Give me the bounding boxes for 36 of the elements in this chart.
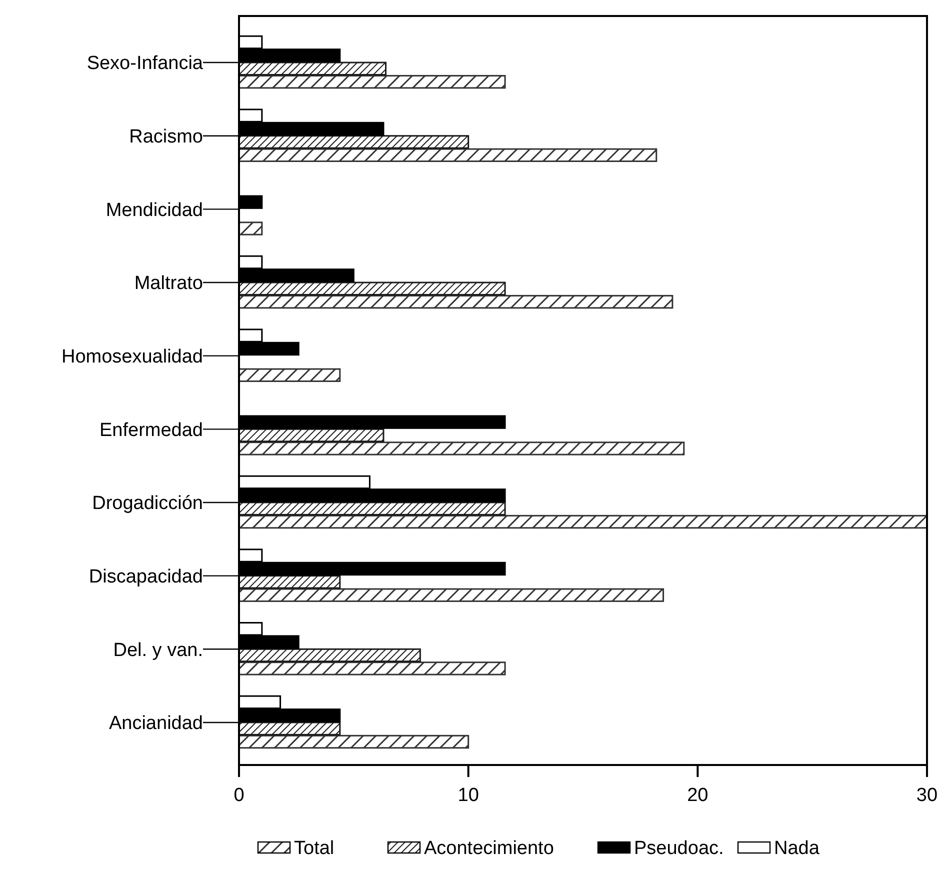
x-tick-label: 20 <box>687 785 708 806</box>
bar <box>238 514 928 529</box>
y-tick-label: Discapacidad <box>88 566 203 588</box>
y-tick-label: Del. y van. <box>113 640 203 661</box>
bar <box>238 575 341 589</box>
bar <box>238 74 506 89</box>
bar <box>238 502 506 516</box>
legend-label: Nada <box>774 838 820 859</box>
bar <box>238 368 341 382</box>
legend-label: Acontecimiento <box>424 838 554 859</box>
bar <box>238 294 674 309</box>
bar <box>238 428 384 442</box>
bar <box>238 662 506 676</box>
x-tick-label: 30 <box>916 785 938 806</box>
bar <box>238 734 470 749</box>
y-tick-label: Drogadicción <box>92 493 203 514</box>
y-tick-label: Ancianidad <box>108 713 203 734</box>
bar <box>238 135 470 149</box>
bar <box>238 442 685 456</box>
bar <box>238 588 664 602</box>
x-tick-label: 10 <box>458 785 479 806</box>
legend-label: Total <box>294 838 334 859</box>
bar <box>238 222 263 236</box>
y-tick-label: Mendicidad <box>106 200 203 221</box>
y-tick-label: Racismo <box>129 126 203 148</box>
bar <box>238 648 421 662</box>
y-tick-label: Enfermedad <box>99 420 203 441</box>
bar <box>238 62 387 76</box>
legend-label: Pseudoac. <box>634 838 724 859</box>
y-tick-label: Homosexualidad <box>61 346 203 368</box>
x-tick-label: 0 <box>234 785 244 806</box>
bar <box>238 282 506 296</box>
bar <box>238 722 341 736</box>
y-tick-label: Sexo-Infancia <box>86 53 204 74</box>
y-tick-label: Maltrato <box>134 273 203 294</box>
bar <box>238 148 658 162</box>
